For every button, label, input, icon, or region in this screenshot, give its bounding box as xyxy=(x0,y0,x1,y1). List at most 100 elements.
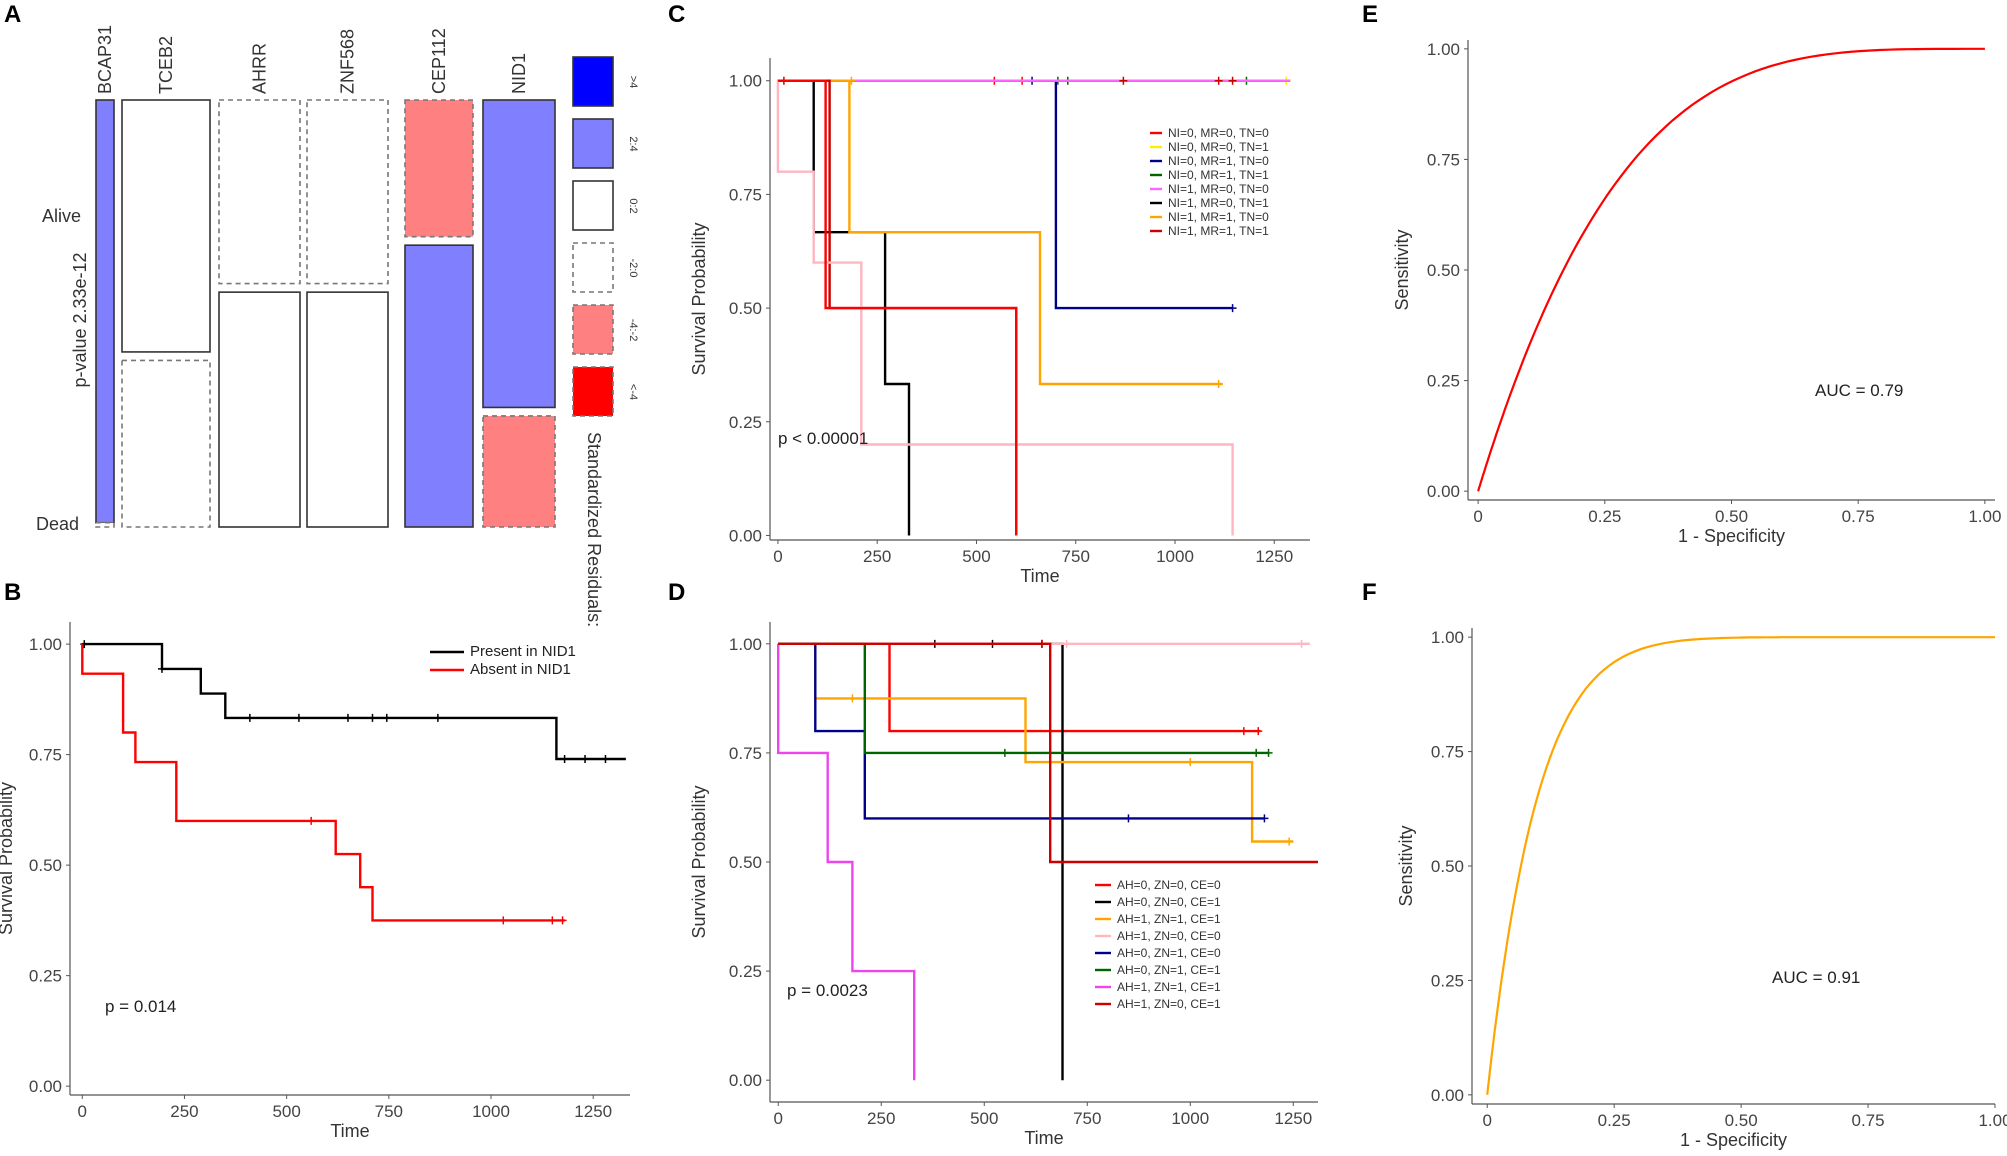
mosaic-column-label: BCAP31 xyxy=(95,25,115,94)
x-tick-label: 0.25 xyxy=(1598,1111,1631,1130)
p-value-annotation: p = 0.014 xyxy=(105,997,176,1016)
legend-swatch xyxy=(572,304,614,355)
panel-f-roc-plot: 0.00 0.25 0.50 0.75 1.00 0 0.25 0.50 0.75 1.00 1 -… xyxy=(1396,628,2007,1150)
x-tick-label: 1250 xyxy=(1255,547,1293,566)
censor-mark xyxy=(1214,380,1223,389)
series-line xyxy=(777,79,1018,536)
panel-label-e: E xyxy=(1362,1,1378,28)
y-tick-label: 0.75 xyxy=(29,746,62,765)
y-tick-label: 0.25 xyxy=(29,967,62,986)
series-line xyxy=(777,79,1233,310)
x-tick-label: 0 xyxy=(78,1102,87,1121)
legend-label: AH=1, ZN=1, CE=1 xyxy=(1117,980,1221,994)
panel-d-km-plot: 0.00 0.25 0.50 0.75 1.00 0 250 500 750 1000 1250 Ti… xyxy=(689,622,1318,1148)
p-value-annotation: p < 0.00001 xyxy=(778,429,868,448)
censor-mark xyxy=(548,916,557,925)
mosaic-cell xyxy=(404,99,474,238)
series-line xyxy=(82,642,626,761)
censor-mark xyxy=(433,713,442,722)
censor-mark xyxy=(1214,76,1223,85)
x-tick-label: 250 xyxy=(170,1102,198,1121)
x-tick-label: 0 xyxy=(1473,507,1482,526)
legend-label: >4 xyxy=(627,76,639,89)
mosaic-cell xyxy=(404,244,474,528)
x-tick-label: 0 xyxy=(1482,1111,1491,1130)
y-tick-label: 0.25 xyxy=(729,962,762,981)
censor-mark xyxy=(1062,639,1071,648)
mosaic-column-label: TCEB2 xyxy=(156,36,176,94)
series-line xyxy=(777,79,1223,386)
y-tick-label: 1.00 xyxy=(1431,628,1464,647)
censor-mark xyxy=(1124,814,1133,823)
mosaic-cell xyxy=(218,291,301,528)
legend-label: 0:2 xyxy=(627,198,639,213)
roc-curve xyxy=(1477,47,1985,492)
x-tick-label: 0.50 xyxy=(1715,507,1748,526)
legend-swatch xyxy=(572,242,614,293)
mosaic-row-label-alive: Alive xyxy=(42,206,81,226)
x-tick-label: 1000 xyxy=(1156,547,1194,566)
legend-label: 2:4 xyxy=(627,136,639,151)
censor-mark xyxy=(560,755,569,764)
x-axis-title: Time xyxy=(330,1121,369,1141)
y-axis-title: Survival Probability xyxy=(689,222,709,375)
mosaic-legend-title: Standardized Residuals: xyxy=(584,432,604,627)
censor-mark xyxy=(848,694,857,703)
legend-label: NI=0, MR=1, TN=1 xyxy=(1168,168,1269,182)
y-tick-label: 0.25 xyxy=(1431,971,1464,990)
legend-label: -4:-2 xyxy=(627,319,639,342)
mosaic-column-label: AHRR xyxy=(250,43,270,94)
legend-label: NI=0, MR=1, TN=0 xyxy=(1168,154,1269,168)
y-tick-label: 0.50 xyxy=(29,856,62,875)
mosaic-pvalue-label: p-value 2.33e-12 xyxy=(70,252,90,387)
auc-annotation: AUC = 0.79 xyxy=(1815,381,1903,400)
y-tick-label: 0.00 xyxy=(729,526,762,545)
legend-label: Present in NID1 xyxy=(470,643,576,660)
x-tick-label: 1.00 xyxy=(1968,507,2001,526)
y-axis-title: Survival Probability xyxy=(689,785,709,938)
y-tick-label: 0.50 xyxy=(1431,857,1464,876)
y-tick-label: 0.75 xyxy=(729,744,762,763)
y-axis-title: Survival Probability xyxy=(0,782,16,935)
x-tick-label: 1.00 xyxy=(1978,1111,2007,1130)
panel-e-roc-plot: 0.00 0.25 0.50 0.75 1.00 0 0.25 0.50 0.75 1.00 1 -… xyxy=(1392,40,2001,546)
mosaic-cell xyxy=(121,99,211,353)
legend-label: AH=0, ZN=1, CE=1 xyxy=(1117,963,1221,977)
x-tick-label: 0 xyxy=(773,547,782,566)
series-line xyxy=(81,644,565,922)
series-line xyxy=(778,642,1261,733)
y-tick-label: 0.00 xyxy=(29,1077,62,1096)
legend-label: -2:0 xyxy=(627,259,639,278)
censor-mark xyxy=(1252,748,1261,757)
y-tick-label: 0.25 xyxy=(1427,372,1460,391)
legend-label: NI=0, MR=0, TN=1 xyxy=(1168,140,1269,154)
x-axis-title: 1 - Specificity xyxy=(1680,1130,1787,1150)
mosaic-column-label: NID1 xyxy=(509,53,529,94)
censor-mark xyxy=(307,816,316,825)
panel-label-f: F xyxy=(1362,579,1377,606)
y-tick-label: 0.75 xyxy=(1431,743,1464,762)
legend-label: Absent in NID1 xyxy=(470,661,571,678)
auc-annotation: AUC = 0.91 xyxy=(1772,968,1860,987)
mosaic-cell xyxy=(306,291,389,528)
y-tick-label: 1.00 xyxy=(729,72,762,91)
x-tick-label: 750 xyxy=(375,1102,403,1121)
panel-label-c: C xyxy=(668,1,685,28)
mosaic-column-label: CEP112 xyxy=(429,28,449,94)
series-line xyxy=(778,642,1294,843)
censor-mark xyxy=(581,755,590,764)
mosaic-column-label: ZNF568 xyxy=(338,29,358,94)
legend-swatch xyxy=(572,366,614,417)
x-tick-label: 0.25 xyxy=(1588,507,1621,526)
y-tick-label: 0.25 xyxy=(729,413,762,432)
legend-label: AH=0, ZN=1, CE=0 xyxy=(1117,946,1221,960)
panel-label-d: D xyxy=(668,579,685,606)
y-axis-title: Sensitivity xyxy=(1392,229,1412,310)
mosaic-cell xyxy=(482,415,556,528)
legend-label: NI=1, MR=1, TN=1 xyxy=(1168,224,1269,238)
y-tick-label: 0.00 xyxy=(1431,1086,1464,1105)
mosaic-cell xyxy=(306,99,389,285)
censor-mark xyxy=(1000,748,1009,757)
legend-swatch xyxy=(572,180,614,231)
censor-mark xyxy=(1239,727,1248,736)
